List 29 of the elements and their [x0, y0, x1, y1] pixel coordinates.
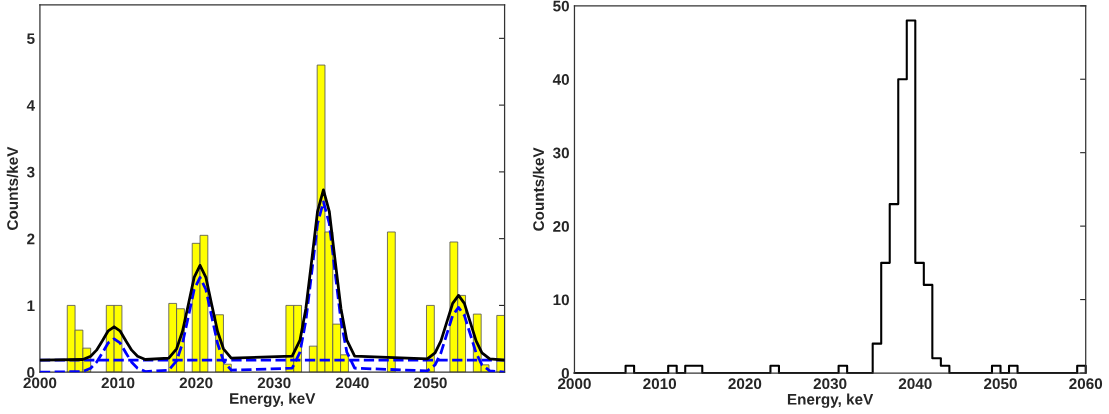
y-tick-label: 3 [26, 166, 35, 178]
y-tick-label: 4 [26, 100, 35, 111]
x-axis-title: Energy, keV [230, 392, 316, 407]
x-tick-label: 2030 [257, 377, 291, 389]
x-tick-label: 2020 [179, 377, 213, 389]
x-tick-label: 2050 [413, 377, 447, 389]
y-tick-label: 2 [27, 233, 35, 245]
y-tick-label: 0 [27, 367, 35, 378]
x-tick-label: 2020 [728, 378, 762, 390]
x-tick-label: 2000 [23, 377, 57, 389]
y-tick-label: 1 [27, 300, 35, 311]
y-tick-label: 40 [552, 74, 569, 85]
x-tick-label: 2060 [1069, 378, 1103, 390]
y-tick-label: 5 [27, 33, 35, 45]
y-tick-label: 10 [553, 294, 569, 306]
y-tick-label: 0 [561, 367, 569, 379]
x-tick-label: 2040 [335, 377, 369, 389]
x-tick-label: 2010 [643, 378, 677, 390]
y-axis-title: Counts/keV [6, 146, 19, 230]
x-tick-label: 2050 [984, 378, 1017, 390]
x-tick-label: 2030 [813, 378, 847, 390]
y-axis-title: Counts/keV [532, 147, 545, 231]
x-tick-label: 2000 [558, 378, 591, 390]
x-tick-label: 2040 [898, 378, 932, 390]
x-tick-label: 2010 [101, 377, 135, 389]
y-tick-label: 30 [552, 147, 569, 159]
x-axis-title: Energy, keV [787, 393, 874, 408]
y-tick-label: 50 [553, 0, 569, 12]
y-tick-label: 20 [553, 220, 569, 232]
